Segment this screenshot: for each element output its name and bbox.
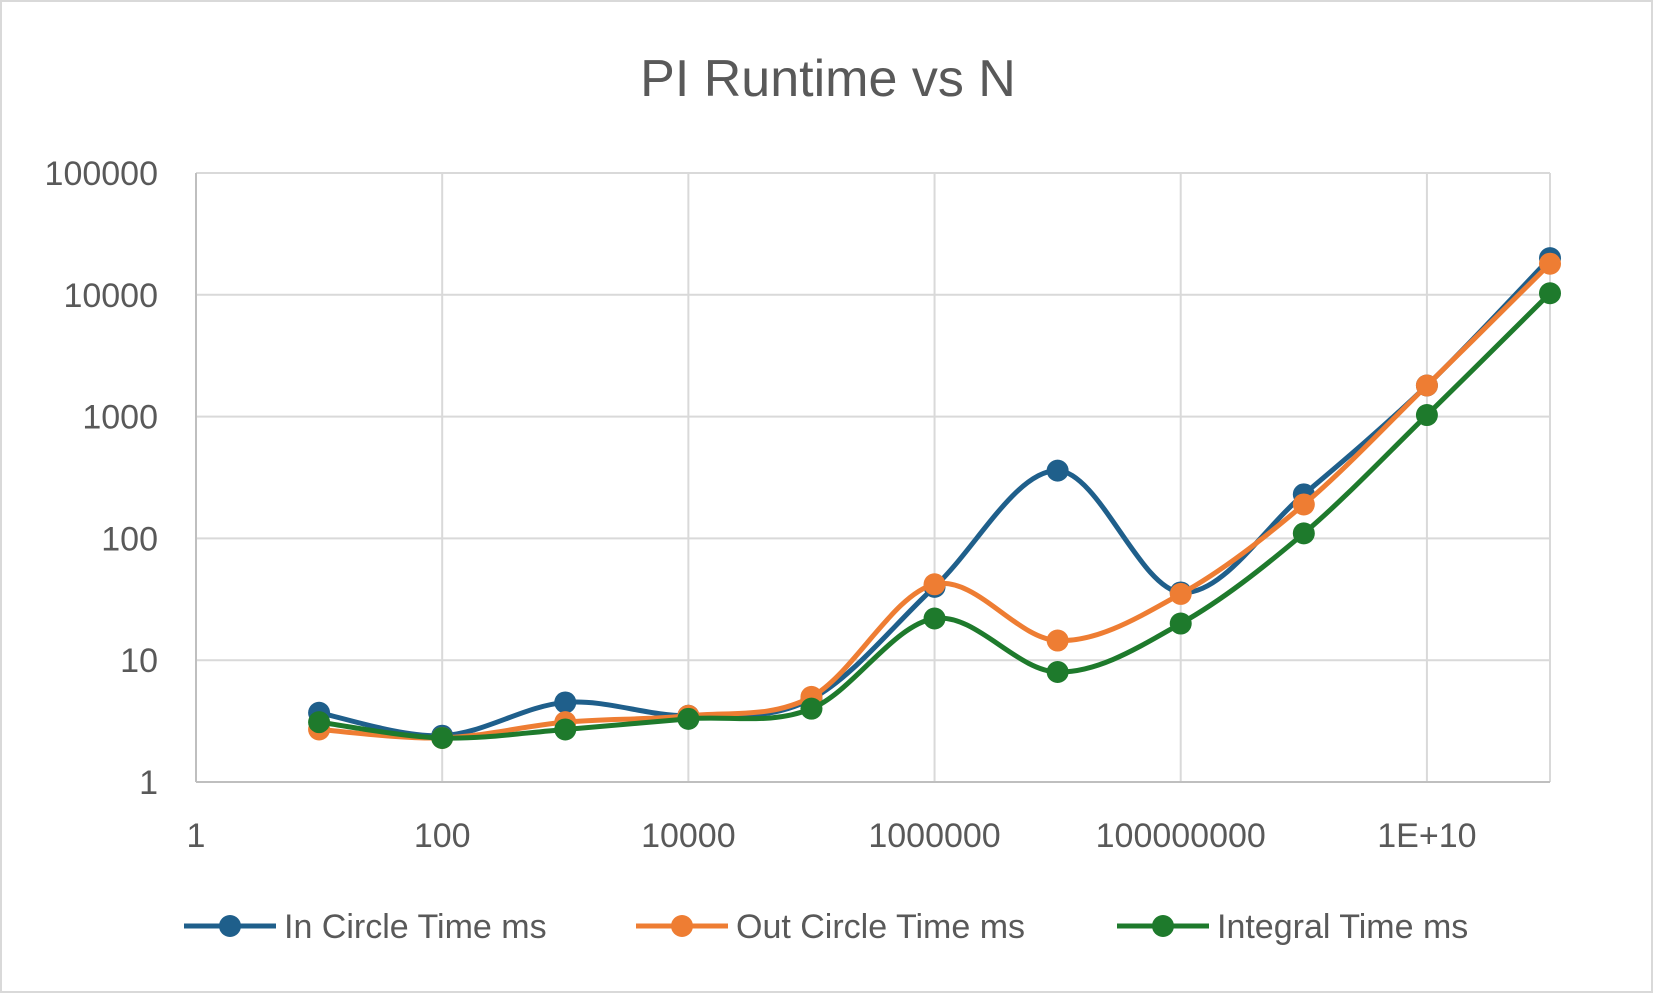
series-2-point <box>1539 252 1561 275</box>
series-3-point <box>431 726 454 749</box>
legend-item-2-label: Out Circle Time ms <box>736 908 1025 946</box>
chart-title: PI Runtime vs N <box>640 50 1016 108</box>
grid-layer <box>196 172 1551 782</box>
y-tick-label: 1000 <box>82 399 158 437</box>
series-3-point <box>1539 282 1561 305</box>
series-2-point <box>1292 493 1315 516</box>
series-2-point <box>1169 582 1192 605</box>
series-3-point <box>800 697 823 720</box>
series-3-point <box>1169 612 1192 635</box>
legend-item-1-marker <box>219 915 241 937</box>
legend: In Circle Time ms Out Circle Time ms Integ… <box>184 908 1468 946</box>
series-layer <box>308 247 1561 749</box>
legend-item-1: In Circle Time ms <box>184 908 547 946</box>
x-tick-label: 1 <box>187 817 206 855</box>
x-tick-label: 100 <box>414 817 471 855</box>
x-tick-label: 1000000 <box>868 817 1000 855</box>
axis-layer: 1 10 100 1000 10000 100000 1 100 10000 1000000 100… <box>45 155 1550 855</box>
legend-item-3: Integral Time ms <box>1117 908 1468 946</box>
x-tick-label: 10000 <box>641 817 736 855</box>
series-3-point <box>677 707 700 730</box>
series-1-point <box>554 691 577 714</box>
legend-item-1-label: In Circle Time ms <box>284 908 547 946</box>
x-tick-label: 100000000 <box>1096 817 1266 855</box>
series-3-point <box>1046 661 1069 684</box>
series-1-line <box>318 256 1552 739</box>
legend-item-3-marker <box>1152 915 1174 937</box>
series-3-point <box>923 607 946 630</box>
series-2-point <box>1415 374 1438 397</box>
series-3-point <box>554 718 577 741</box>
legend-item-2: Out Circle Time ms <box>636 908 1025 946</box>
y-tick-label: 100 <box>101 520 158 558</box>
series-1-point <box>1046 459 1069 482</box>
y-tick-label: 1 <box>139 764 158 802</box>
y-tick-label: 100000 <box>45 155 158 193</box>
series-3-point <box>1415 404 1438 427</box>
legend-item-2-marker <box>671 915 693 937</box>
y-tick-label: 10 <box>120 642 158 680</box>
series-2-point <box>923 573 946 596</box>
series-3-point <box>1292 522 1315 545</box>
x-tick-label: 1E+10 <box>1377 817 1476 855</box>
series-3-line <box>318 291 1552 741</box>
legend-item-3-label: Integral Time ms <box>1217 908 1468 946</box>
series-3-point <box>308 711 331 734</box>
series-2-point <box>1046 629 1069 652</box>
y-tick-label: 10000 <box>63 277 158 315</box>
series-3 <box>308 282 1561 749</box>
